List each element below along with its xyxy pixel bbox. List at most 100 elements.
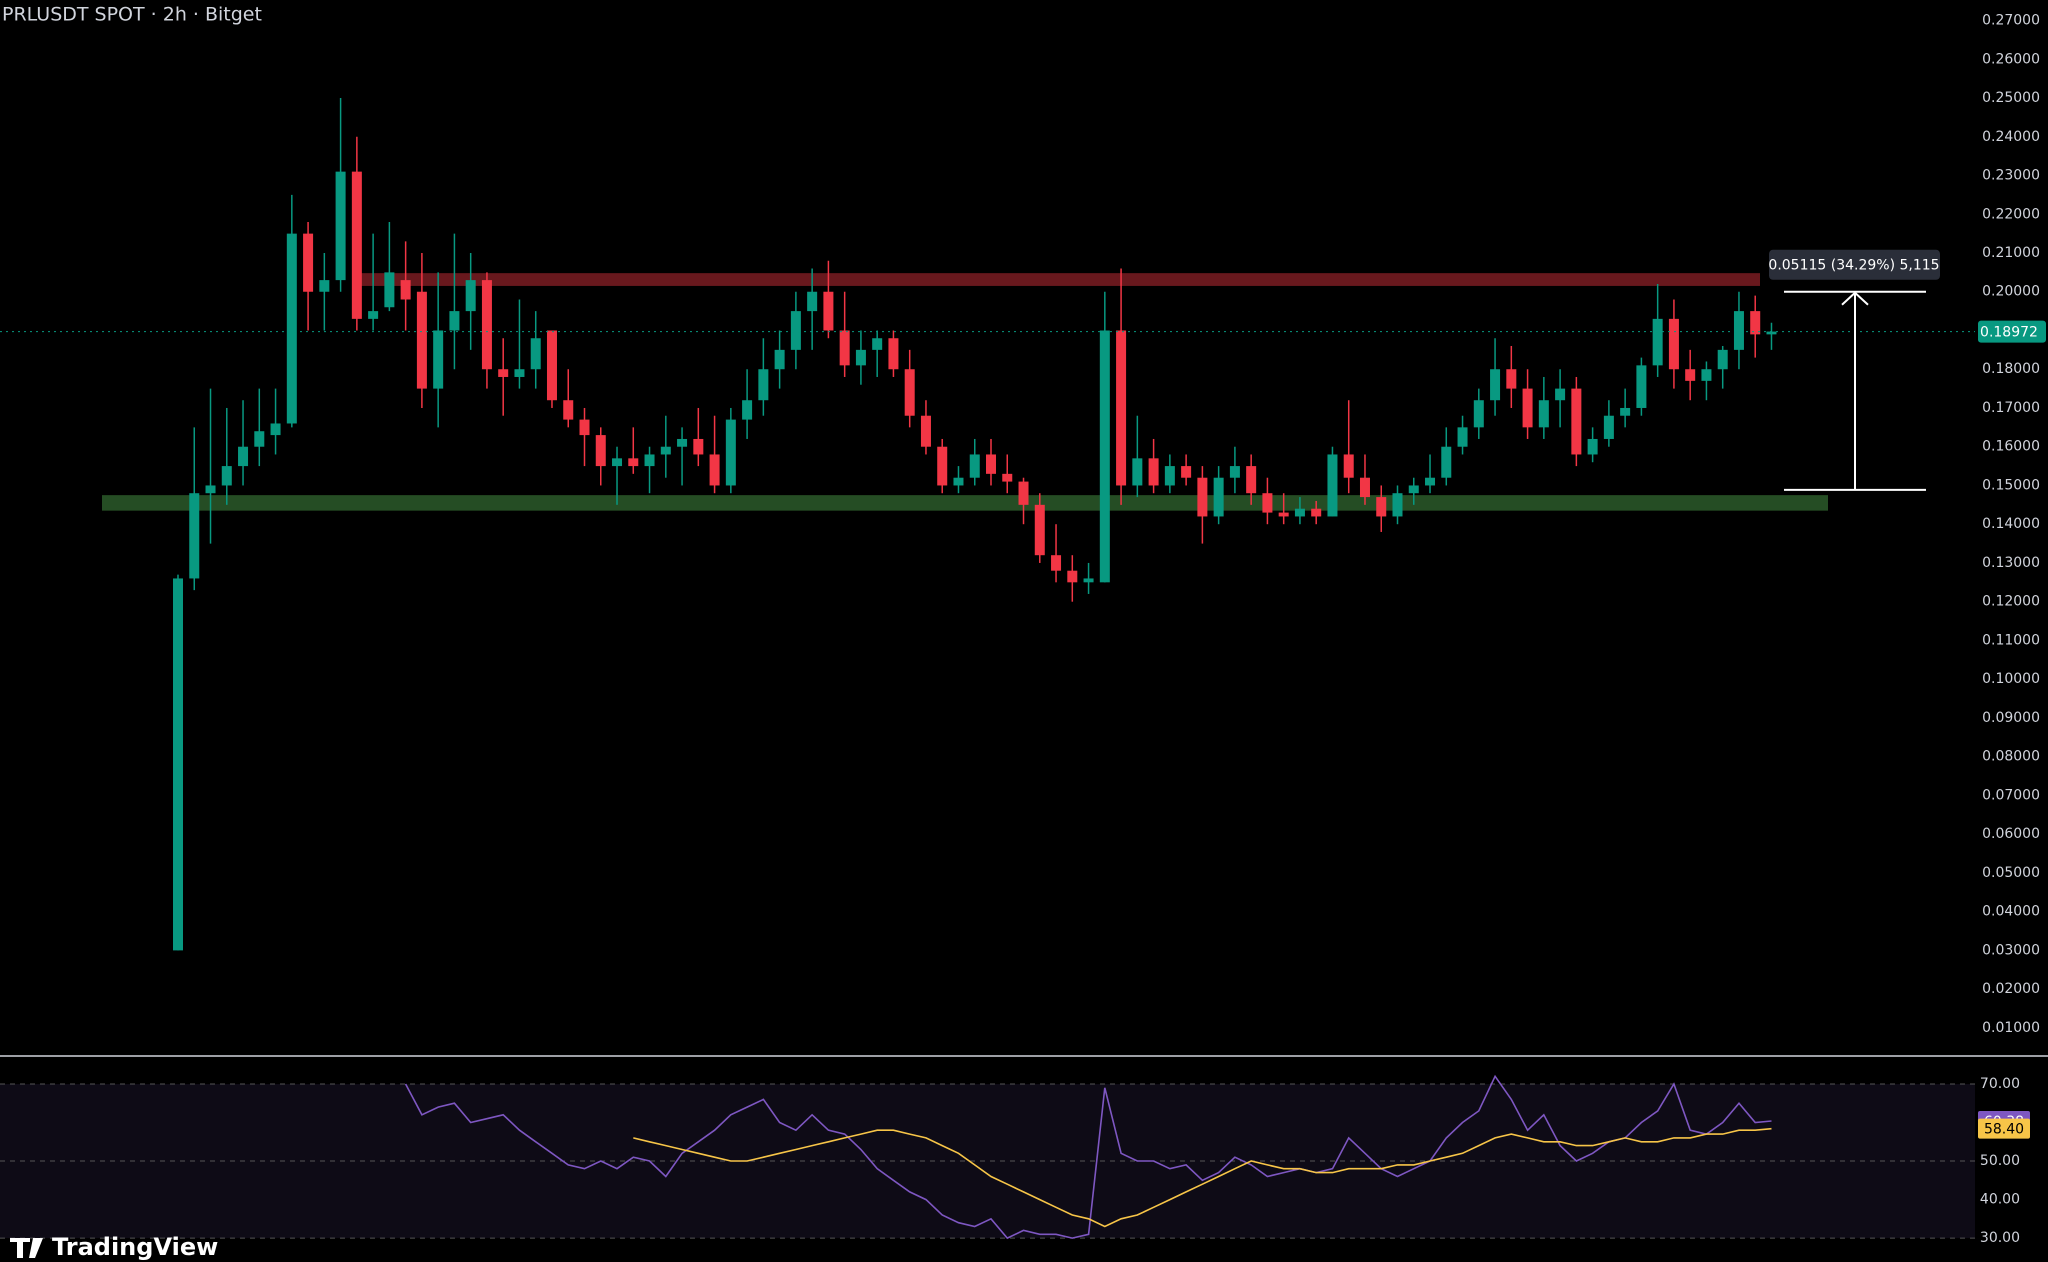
candle-body — [1490, 369, 1501, 401]
y-tick-label: 0.18000 — [1982, 361, 2040, 377]
y-tick-label: 0.14000 — [1982, 516, 2040, 532]
candle-body — [807, 291, 818, 312]
y-tick-label: 40.00 — [1980, 1192, 2020, 1208]
candle-body — [1652, 318, 1663, 366]
candle-body — [1099, 330, 1110, 583]
candle-body — [1018, 481, 1029, 505]
y-tick-label: 0.26000 — [1982, 51, 2040, 67]
y-tick-label: 70.00 — [1980, 1076, 2020, 1092]
candle-body — [855, 349, 866, 366]
rsi-line — [404, 1074, 1772, 1240]
candle-body — [1278, 512, 1289, 517]
candle-body — [1425, 477, 1436, 486]
candle-body — [1197, 477, 1208, 517]
zone — [102, 495, 1828, 511]
candle-body — [1343, 454, 1354, 478]
candle-body — [400, 280, 411, 300]
candle-body — [1538, 400, 1549, 428]
y-tick-label: 30.00 — [1980, 1230, 2020, 1246]
candle-body — [1620, 407, 1631, 416]
candle-body — [1083, 578, 1094, 583]
candle-body — [173, 578, 183, 951]
y-tick-label: 0.23000 — [1982, 168, 2040, 184]
brand: TradingView — [10, 1233, 218, 1261]
y-tick-label: 0.10000 — [1982, 671, 2040, 687]
candle-body — [221, 466, 232, 486]
last-price-label: 0.18972 — [1980, 325, 2038, 341]
candle-body — [1132, 458, 1143, 486]
candle-body — [1051, 555, 1062, 571]
y-tick-label: 0.20000 — [1982, 284, 2040, 300]
candle-body — [514, 369, 525, 377]
candle-body — [1603, 415, 1614, 439]
candle-body — [1668, 318, 1679, 370]
candle-body — [1473, 400, 1484, 428]
y-tick-label: 0.22000 — [1982, 206, 2040, 222]
candle-body — [872, 338, 883, 350]
candle-body — [335, 171, 346, 281]
candle-body — [1311, 508, 1322, 517]
y-tick-label: 0.03000 — [1982, 942, 2040, 958]
y-tick-label: 0.11000 — [1982, 632, 2040, 648]
y-tick-label: 50.00 — [1980, 1153, 2020, 1169]
candle-body — [986, 454, 996, 474]
candle-body — [1750, 311, 1761, 335]
y-tick-label: 0.08000 — [1982, 749, 2040, 765]
candle-body — [1733, 311, 1744, 350]
candle-body — [546, 330, 557, 401]
candle-body — [612, 458, 623, 467]
candle-body — [1294, 508, 1305, 517]
candle-body — [1181, 466, 1192, 478]
y-tick-label: 0.02000 — [1982, 981, 2040, 997]
candle-body — [677, 438, 688, 447]
value-tag — [1978, 1118, 2030, 1139]
candle-body — [1587, 438, 1598, 455]
candle-body — [449, 311, 460, 331]
candle-body — [286, 233, 297, 424]
candle-body — [628, 458, 639, 467]
candle-body — [563, 400, 574, 420]
candle-body — [1116, 330, 1127, 486]
candle-body — [1376, 497, 1387, 517]
candle-body — [303, 233, 314, 292]
rsi-line — [633, 1127, 1772, 1228]
candle-body — [1359, 477, 1370, 498]
y-tick-label: 0.15000 — [1982, 477, 2040, 493]
candle-body — [530, 338, 541, 370]
candle-body — [465, 280, 476, 312]
candle-body — [920, 415, 931, 447]
candle-body — [823, 291, 834, 331]
candle-body — [1164, 466, 1175, 486]
value-tag-label: 58.40 — [1984, 1122, 2024, 1138]
candle-body — [1555, 388, 1566, 401]
candle-body — [644, 454, 655, 467]
candle-body — [1002, 473, 1013, 482]
y-tick-label: 0.07000 — [1982, 787, 2040, 803]
candle-body — [368, 311, 379, 319]
candle-body — [1441, 446, 1452, 478]
y-tick-label: 0.25000 — [1982, 90, 2040, 106]
candle-body — [969, 454, 980, 478]
y-tick-label: 0.05000 — [1982, 865, 2040, 881]
chart-title: PRLUSDT SPOT · 2h · Bitget — [2, 4, 262, 26]
candle-body — [839, 330, 850, 366]
candle-body — [693, 438, 704, 455]
brand-icon — [10, 1238, 43, 1258]
candle-body — [1522, 388, 1533, 428]
zone — [353, 273, 1760, 286]
measure-label-box — [1769, 249, 1940, 280]
candle-body — [1717, 349, 1728, 370]
candle-body — [416, 291, 427, 389]
y-tick-label: 0.16000 — [1982, 439, 2040, 455]
candle-body — [660, 446, 671, 455]
candle-body — [904, 369, 915, 416]
candle-body — [758, 369, 769, 401]
candle-body — [384, 272, 395, 308]
y-tick-label: 0.04000 — [1982, 904, 2040, 920]
candle-body — [1034, 504, 1045, 556]
candle-body — [481, 280, 492, 370]
candle-body — [1229, 466, 1240, 478]
candle-body — [709, 454, 720, 486]
